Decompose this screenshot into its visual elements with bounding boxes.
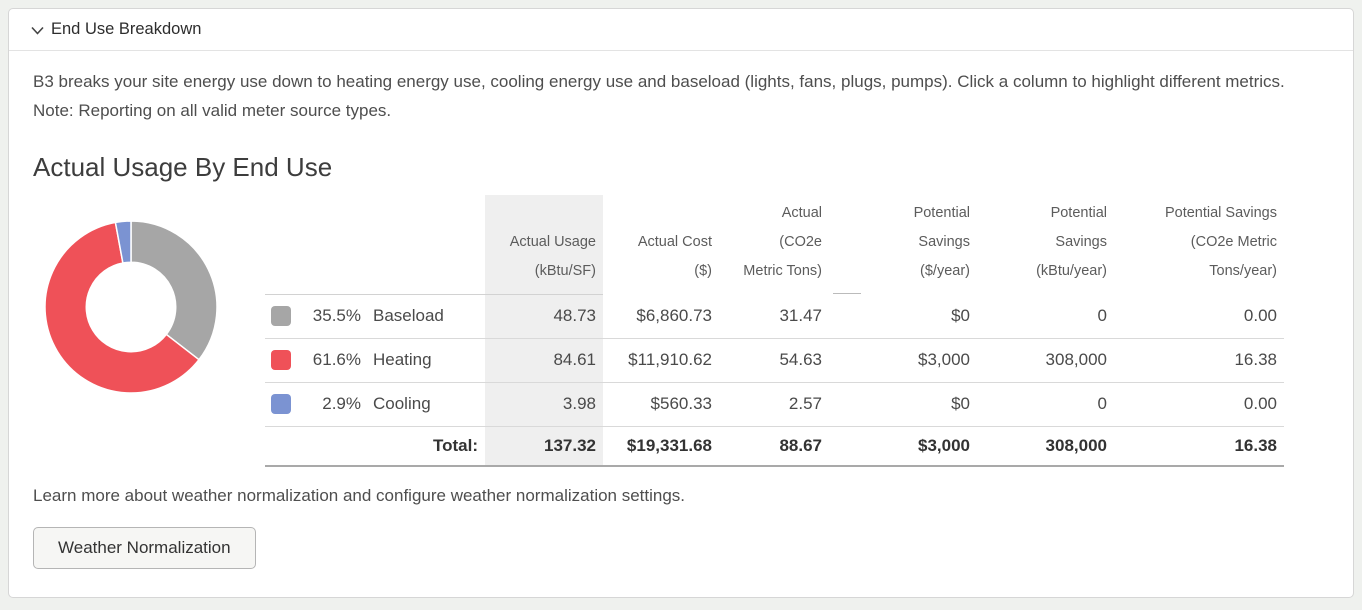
panel-title: End Use Breakdown [51, 20, 202, 38]
cell-baseload-savings-kbtu[interactable]: 0 [977, 294, 1114, 339]
table-header-row: Actual Usage (kBtu/SF) Actual Cost ($) A… [265, 195, 1284, 295]
header-cell-actual-co2e[interactable]: Actual (CO2e Metric Tons) [743, 205, 822, 279]
end-use-breakdown-panel: End Use Breakdown B3 breaks your site en… [8, 8, 1354, 598]
cell-heating-actual-usage[interactable]: 84.61 [485, 338, 603, 383]
cell-total-savings-co2e[interactable]: 16.38 [1114, 426, 1284, 467]
cell-heating-savings-co2e[interactable]: 16.38 [1114, 338, 1284, 383]
heating-percent: 61.6% [312, 350, 361, 369]
cell-cooling-actual-cost[interactable]: $560.33 [603, 382, 719, 427]
baseload-percent: 35.5% [312, 306, 361, 325]
panel-description: B3 breaks your site energy use down to h… [33, 72, 1285, 120]
row-cooling: 2.9% Cooling 3.98 $560.33 2.57 $0 0 0.00 [265, 382, 1284, 427]
cell-cooling-savings-kbtu[interactable]: 0 [977, 382, 1114, 427]
cell-baseload-actual-co2e[interactable]: 31.47 [719, 294, 829, 339]
heating-swatch-icon [271, 350, 291, 370]
header-cell-actual-usage[interactable]: Actual Usage (kBtu/SF) [485, 195, 603, 295]
heating-label: Heating [373, 350, 432, 369]
donut-segment-baseload[interactable] [130, 220, 218, 361]
donut-segment-cooling[interactable] [114, 220, 132, 264]
weather-normalization-text: Learn more about weather normalization a… [33, 486, 686, 505]
cooling-swatch-icon [271, 394, 291, 414]
baseload-label: Baseload [373, 306, 444, 325]
chart-section-title: Actual Usage By End Use [33, 152, 333, 182]
cell-cooling-actual-usage[interactable]: 3.98 [485, 382, 603, 427]
legend-heating: 61.6% Heating [265, 338, 485, 383]
header-cell-potential-savings-co2e[interactable]: Potential Savings (CO2e Metric Tons/year… [1164, 205, 1277, 279]
row-heating: 61.6% Heating 84.61 $11,910.62 54.63 $3,… [265, 338, 1284, 383]
cell-heating-savings-kbtu[interactable]: 308,000 [977, 338, 1114, 383]
cell-cooling-actual-co2e[interactable]: 2.57 [719, 382, 829, 427]
cell-total-savings-kbtu[interactable]: 308,000 [977, 426, 1114, 467]
header-cell-potential-savings-kbtu[interactable]: Potential Savings (kBtu/year) [1036, 205, 1107, 279]
cell-heating-savings-dollars[interactable]: $3,000 [829, 338, 977, 383]
chart-and-table-row: Actual Usage (kBtu/SF) Actual Cost ($) A… [33, 195, 1329, 467]
cell-heating-actual-cost[interactable]: $11,910.62 [603, 338, 719, 383]
weather-normalization-button[interactable]: Weather Normalization [33, 527, 256, 569]
header-cell-legend [265, 195, 485, 295]
header-cell-potential-savings-dollars[interactable]: Potential Savings ($/year) [913, 205, 970, 279]
donut-segment-heating[interactable] [44, 221, 201, 394]
cell-baseload-actual-cost[interactable]: $6,860.73 [603, 294, 719, 339]
cell-total-actual-cost[interactable]: $19,331.68 [603, 426, 719, 467]
row-total: Total: 137.32 $19,331.68 88.67 $3,000 30… [265, 426, 1284, 467]
header-divider-line [833, 293, 861, 294]
donut-chart-area [33, 195, 265, 467]
cooling-percent: 2.9% [322, 394, 361, 413]
cell-total-actual-co2e[interactable]: 88.67 [719, 426, 829, 467]
header-cell-actual-cost[interactable]: Actual Cost ($) [637, 234, 712, 279]
total-label: Total: [265, 426, 485, 467]
cell-total-savings-dollars[interactable]: $3,000 [829, 426, 977, 467]
section-header[interactable]: End Use Breakdown [9, 9, 1353, 51]
cooling-label: Cooling [373, 394, 431, 413]
cell-baseload-savings-co2e[interactable]: 0.00 [1114, 294, 1284, 339]
cell-heating-actual-co2e[interactable]: 54.63 [719, 338, 829, 383]
legend-cooling: 2.9% Cooling [265, 382, 485, 427]
end-use-table: Actual Usage (kBtu/SF) Actual Cost ($) A… [265, 195, 1284, 467]
cell-baseload-actual-usage[interactable]: 48.73 [485, 294, 603, 339]
cell-cooling-savings-co2e[interactable]: 0.00 [1114, 382, 1284, 427]
chevron-down-icon[interactable] [31, 26, 44, 35]
legend-baseload: 35.5% Baseload [265, 294, 485, 339]
row-baseload: 35.5% Baseload 48.73 $6,860.73 31.47 $0 … [265, 294, 1284, 339]
cell-baseload-savings-dollars[interactable]: $0 [829, 294, 977, 339]
baseload-swatch-icon [271, 306, 291, 326]
cell-total-actual-usage[interactable]: 137.32 [485, 426, 603, 467]
cell-cooling-savings-dollars[interactable]: $0 [829, 382, 977, 427]
donut-chart[interactable] [43, 219, 219, 395]
